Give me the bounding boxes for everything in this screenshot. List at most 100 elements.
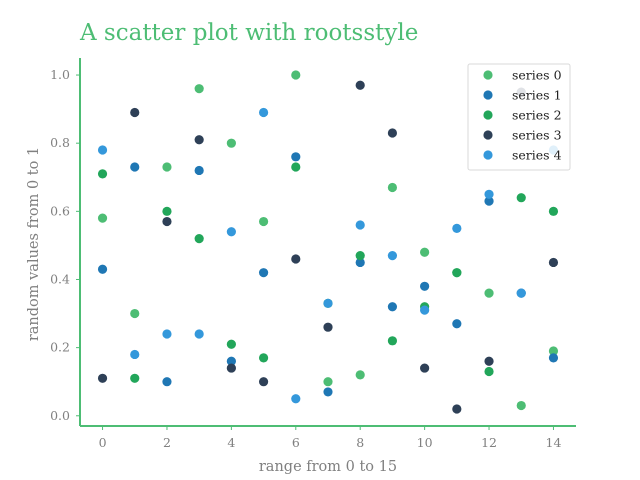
x-tick-label: 4 <box>227 435 235 450</box>
series-3-point <box>452 404 462 414</box>
series-3-point <box>97 373 108 383</box>
series-4-point <box>355 220 365 230</box>
series-2-point <box>258 353 269 363</box>
series-0-point <box>355 370 365 380</box>
series-4-point <box>323 298 333 308</box>
legend-marker <box>483 70 493 80</box>
y-tick-label: 0.4 <box>50 271 70 286</box>
series-0-point <box>548 346 559 356</box>
series-1-point <box>452 319 462 329</box>
legend-marker <box>483 90 493 100</box>
series-0-point <box>97 213 108 223</box>
series-0-point <box>420 247 430 257</box>
series-1-point <box>130 162 140 172</box>
series-0-point <box>291 70 301 80</box>
x-tick-label: 0 <box>99 435 107 450</box>
series-3-point <box>484 356 494 366</box>
y-axis-label: random values from 0 to 1 <box>26 147 42 341</box>
series-2-point <box>355 251 365 261</box>
series-2-point <box>130 373 140 383</box>
series-0-point <box>323 377 333 387</box>
series-3-point <box>226 363 236 373</box>
series-3-point <box>323 322 333 332</box>
series-2-point <box>194 233 204 244</box>
legend-box <box>467 63 571 171</box>
series-0-point <box>516 400 526 411</box>
series-4-point <box>194 329 204 339</box>
series-1-point <box>355 257 365 268</box>
series-3-point <box>355 80 365 90</box>
legend: series 0 series 1 series 2 series 3 series 4 <box>467 63 571 171</box>
x-tick-label: 6 <box>292 435 300 450</box>
legend-label: series 2 <box>512 108 562 123</box>
series-0-point <box>162 162 172 172</box>
x-tick-label: 2 <box>163 435 171 450</box>
series-3-point <box>162 216 172 227</box>
series-2-point <box>387 336 398 346</box>
series-4-point <box>291 394 301 404</box>
x-tick-label: 10 <box>417 435 433 450</box>
series-1-point <box>548 353 559 363</box>
x-tick-label: 14 <box>546 435 562 450</box>
series-3-point <box>387 128 398 138</box>
y-tick-label: 0.0 <box>50 408 70 423</box>
series-3-point <box>130 107 140 118</box>
y-tick-label: 1.0 <box>50 67 70 82</box>
legend-label: series 4 <box>512 148 562 163</box>
x-tick-label: 12 <box>481 435 497 450</box>
series-0-point <box>130 308 140 319</box>
series-4-point <box>130 349 140 360</box>
legend-label: series 0 <box>512 68 562 83</box>
series-1-point <box>194 165 204 176</box>
series-1-point <box>258 268 269 278</box>
series-2-point <box>452 268 462 278</box>
legend-marker <box>483 110 493 120</box>
legend-label: series 3 <box>512 128 562 143</box>
series-4-point <box>226 227 236 237</box>
series-4-point <box>516 288 526 298</box>
series-2-point <box>162 206 172 216</box>
series-0-point <box>194 84 204 94</box>
series-4-point <box>387 251 398 261</box>
series-4-point <box>452 223 462 233</box>
series-2-point <box>484 366 494 377</box>
series-1-point <box>484 196 494 206</box>
chart-title: A scatter plot with rootsstyle <box>79 20 418 46</box>
series-0-point <box>387 182 398 193</box>
data-points <box>97 70 559 414</box>
x-tick-label: 8 <box>356 435 364 450</box>
legend-marker <box>483 150 493 160</box>
series-1-point <box>97 264 108 274</box>
series-2-point <box>291 162 301 172</box>
series-1-point <box>226 356 236 366</box>
series-0-point <box>484 288 494 298</box>
series-0-point <box>258 216 269 227</box>
legend-label: series 1 <box>512 88 562 103</box>
series-4-point <box>258 107 269 118</box>
series-1-point <box>291 152 301 162</box>
series-1-point <box>323 387 333 397</box>
series-2-point <box>516 193 526 203</box>
series-4-point <box>420 305 430 315</box>
x-axis-label: range from 0 to 15 <box>259 459 397 475</box>
series-2-point <box>97 169 108 179</box>
y-tick-label: 0.8 <box>50 135 70 150</box>
series-3-point <box>548 257 559 268</box>
series-1-point <box>387 302 398 312</box>
series-3-point <box>291 254 301 264</box>
series-1-point <box>162 377 172 387</box>
series-3-point <box>420 363 430 373</box>
series-2-point <box>226 339 236 349</box>
series-2-point <box>548 206 559 216</box>
legend-marker <box>483 130 493 140</box>
axes: 0 2 4 6 8 10 12 14 0.0 0.2 0.4 0.6 0.8 1.0 <box>50 58 576 450</box>
series-4-point <box>97 145 108 155</box>
y-tick-label: 0.6 <box>50 203 70 218</box>
series-0-point <box>226 138 236 148</box>
series-4-point <box>484 189 494 199</box>
series-3-point <box>194 135 204 145</box>
series-1-point <box>420 281 430 291</box>
series-3-point <box>258 377 269 387</box>
series-4-point <box>162 329 172 339</box>
